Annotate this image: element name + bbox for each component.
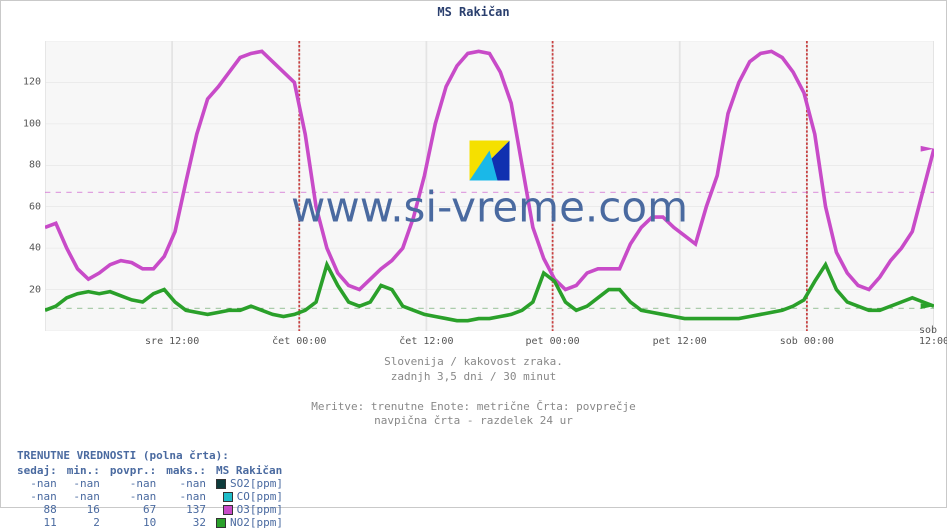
legend-label: CO[ppm] (237, 490, 283, 503)
y-tick-label: 80 (15, 160, 41, 171)
table-col-header: sedaj: (17, 464, 67, 477)
plot-svg (45, 41, 934, 331)
legend-label: NO2[ppm] (230, 516, 283, 529)
table-cell: -nan (67, 477, 110, 490)
table-cell: 10 (110, 516, 166, 529)
x-tick-label: sob 00:00 (780, 336, 834, 347)
chart-frame: MS Rakičan www.si-vreme.com www.si-vreme… (0, 0, 947, 508)
legend-label: SO2[ppm] (230, 477, 283, 490)
legend-swatch (216, 479, 226, 489)
table-cell: -nan (17, 477, 67, 490)
table-col-header: povpr.: (110, 464, 166, 477)
table-cell: -nan (166, 477, 216, 490)
table-cell: 2 (67, 516, 110, 529)
caption-line: navpična črta - razdelek 24 ur (5, 414, 942, 429)
caption-line: Slovenija / kakovost zraka. (5, 355, 942, 370)
legend-swatch (216, 518, 226, 528)
plot-region: www.si-vreme.com sre 12:00čet 00:00čet 1… (45, 41, 934, 331)
x-tick-label: sob 12:00 (919, 325, 947, 347)
x-tick-label: sre 12:00 (145, 336, 199, 347)
legend-swatch (223, 505, 233, 515)
x-tick-label: pet 12:00 (653, 336, 707, 347)
y-tick-label: 20 (15, 284, 41, 295)
table-cell: 32 (166, 516, 216, 529)
caption-line (5, 385, 942, 400)
caption-block: Slovenija / kakovost zraka.zadnjh 3,5 dn… (5, 355, 942, 429)
y-tick-label: 60 (15, 201, 41, 212)
x-tick-label: čet 00:00 (272, 336, 326, 347)
table: sedaj:min.:povpr.:maks.:MS Rakičan -nan-… (17, 464, 293, 529)
table-cell: 137 (166, 503, 216, 516)
table-col-header: maks.: (166, 464, 216, 477)
table-col-header: MS Rakičan (216, 464, 293, 477)
chart-area: www.si-vreme.com www.si-vreme.com sre 12… (5, 21, 942, 351)
caption-line: zadnjh 3,5 dni / 30 minut (5, 370, 942, 385)
x-tick-label: pet 00:00 (526, 336, 580, 347)
legend-swatch (223, 492, 233, 502)
table-cell: 11 (17, 516, 67, 529)
table-header: TRENUTNE VREDNOSTI (polna črta): (17, 449, 942, 464)
chart-title: MS Rakičan (5, 5, 942, 19)
values-table: TRENUTNE VREDNOSTI (polna črta): sedaj:m… (17, 449, 942, 529)
legend-cell: SO2[ppm] (216, 477, 293, 490)
table-row: -nan-nan-nan-nanCO[ppm] (17, 490, 293, 503)
legend-label: O3[ppm] (237, 503, 283, 516)
y-tick-label: 120 (15, 77, 41, 88)
y-tick-label: 100 (15, 118, 41, 129)
y-tick-label: 40 (15, 243, 41, 254)
x-tick-label: čet 12:00 (399, 336, 453, 347)
table-col-header: min.: (67, 464, 110, 477)
table-cell: -nan (110, 490, 166, 503)
legend-cell: CO[ppm] (216, 490, 293, 503)
y-axis-label: www.si-vreme.com (0, 30, 1, 126)
table-cell: -nan (17, 490, 67, 503)
table-cell: -nan (67, 490, 110, 503)
legend-cell: O3[ppm] (216, 503, 293, 516)
table-cell: 88 (17, 503, 67, 516)
table-row: 881667137 O3[ppm] (17, 503, 293, 516)
caption-line: Meritve: trenutne Enote: metrične Črta: … (5, 400, 942, 415)
table-cell: -nan (166, 490, 216, 503)
table-cell: 67 (110, 503, 166, 516)
table-cell: -nan (110, 477, 166, 490)
legend-cell: NO2[ppm] (216, 516, 293, 529)
table-row: -nan-nan-nan-nanSO2[ppm] (17, 477, 293, 490)
table-cell: 16 (67, 503, 110, 516)
table-row: 1121032 NO2[ppm] (17, 516, 293, 529)
